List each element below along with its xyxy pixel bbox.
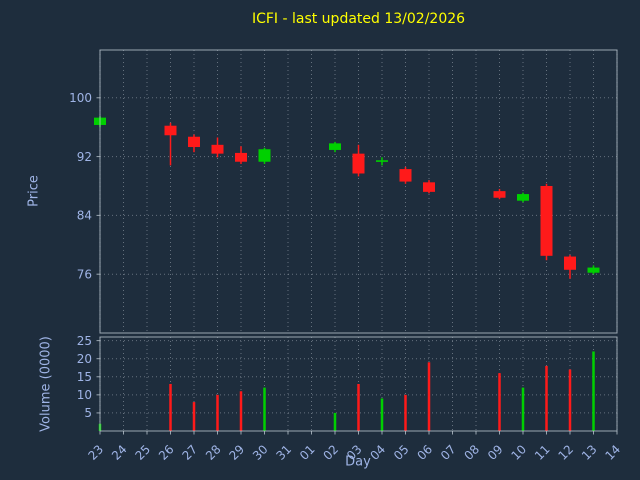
volume-tick-label: 5 [84, 406, 92, 420]
volume-bar [263, 387, 266, 431]
day-tick-label: 14 [602, 442, 623, 463]
candle-body [235, 152, 247, 162]
day-tick-label: 24 [109, 442, 130, 463]
candle-body [258, 149, 271, 162]
volume-bars [98, 351, 595, 431]
candle-body [164, 125, 177, 136]
volume-bar [239, 391, 243, 431]
candle-body [517, 194, 529, 201]
grid-lines [99, 50, 618, 431]
volume-bar [592, 351, 595, 431]
candle-body [493, 191, 506, 198]
volume-bar [427, 362, 431, 431]
price-tick-label: 100 [69, 91, 92, 105]
day-tick-label: 13 [579, 442, 600, 463]
tick-marks [96, 97, 618, 435]
candle-body [188, 136, 200, 148]
volume-bar [498, 373, 501, 431]
day-tick-label: 09 [485, 442, 506, 463]
candle-body [587, 267, 600, 273]
day-tick-label: 27 [179, 442, 200, 463]
day-tick-label: 03 [344, 442, 365, 463]
x-axis-label: Day [345, 454, 371, 470]
volume-bar [192, 402, 196, 431]
day-tick-label: 05 [391, 442, 412, 463]
volume-bar [169, 384, 172, 431]
day-tick-label: 29 [226, 442, 247, 463]
day-tick-label: 07 [438, 442, 459, 463]
candle-body [423, 182, 435, 192]
day-tick-label: 30 [250, 442, 271, 463]
day-tick-label: 01 [297, 442, 318, 463]
candles [94, 116, 600, 279]
day-tick-label: 31 [273, 442, 294, 463]
price-tick-label: 76 [77, 267, 92, 281]
volume-bar [380, 398, 384, 431]
volume-tick-label: 20 [77, 352, 92, 366]
volume-bar [216, 394, 219, 431]
day-tick-label: 25 [132, 442, 153, 463]
candle-body [399, 169, 412, 182]
volume-tick-label: 15 [77, 370, 92, 384]
day-tick-label: 10 [508, 442, 529, 463]
day-tick-label: 23 [85, 442, 106, 463]
day-tick-label: 06 [414, 442, 435, 463]
day-tick-label: 28 [203, 442, 224, 463]
candle-body [329, 143, 341, 150]
day-tick-label: 26 [156, 442, 177, 463]
price-tick-label: 84 [77, 209, 92, 223]
day-tick-label: 08 [461, 442, 482, 463]
volume-bar [521, 387, 525, 431]
candle-body [540, 185, 553, 256]
day-tick-label: 11 [532, 442, 553, 463]
volume-bar [404, 394, 407, 431]
volume-tick-label: 25 [77, 334, 92, 348]
volume-bar [568, 369, 572, 431]
day-tick-label: 12 [555, 442, 576, 463]
day-tick-label: 02 [320, 442, 341, 463]
day-tick-label: 04 [367, 442, 388, 463]
price-tick-label: 92 [77, 150, 92, 164]
volume-bar [357, 384, 360, 431]
candle-body [211, 144, 224, 154]
volume-bar [333, 412, 337, 431]
chart-title: ICFI - last updated 13/02/2026 [251, 11, 466, 27]
volume-bar [545, 365, 548, 431]
volume-tick-label: 10 [77, 388, 92, 402]
candle-body [376, 160, 388, 162]
candle-body [352, 153, 365, 174]
candle-body [564, 256, 576, 270]
